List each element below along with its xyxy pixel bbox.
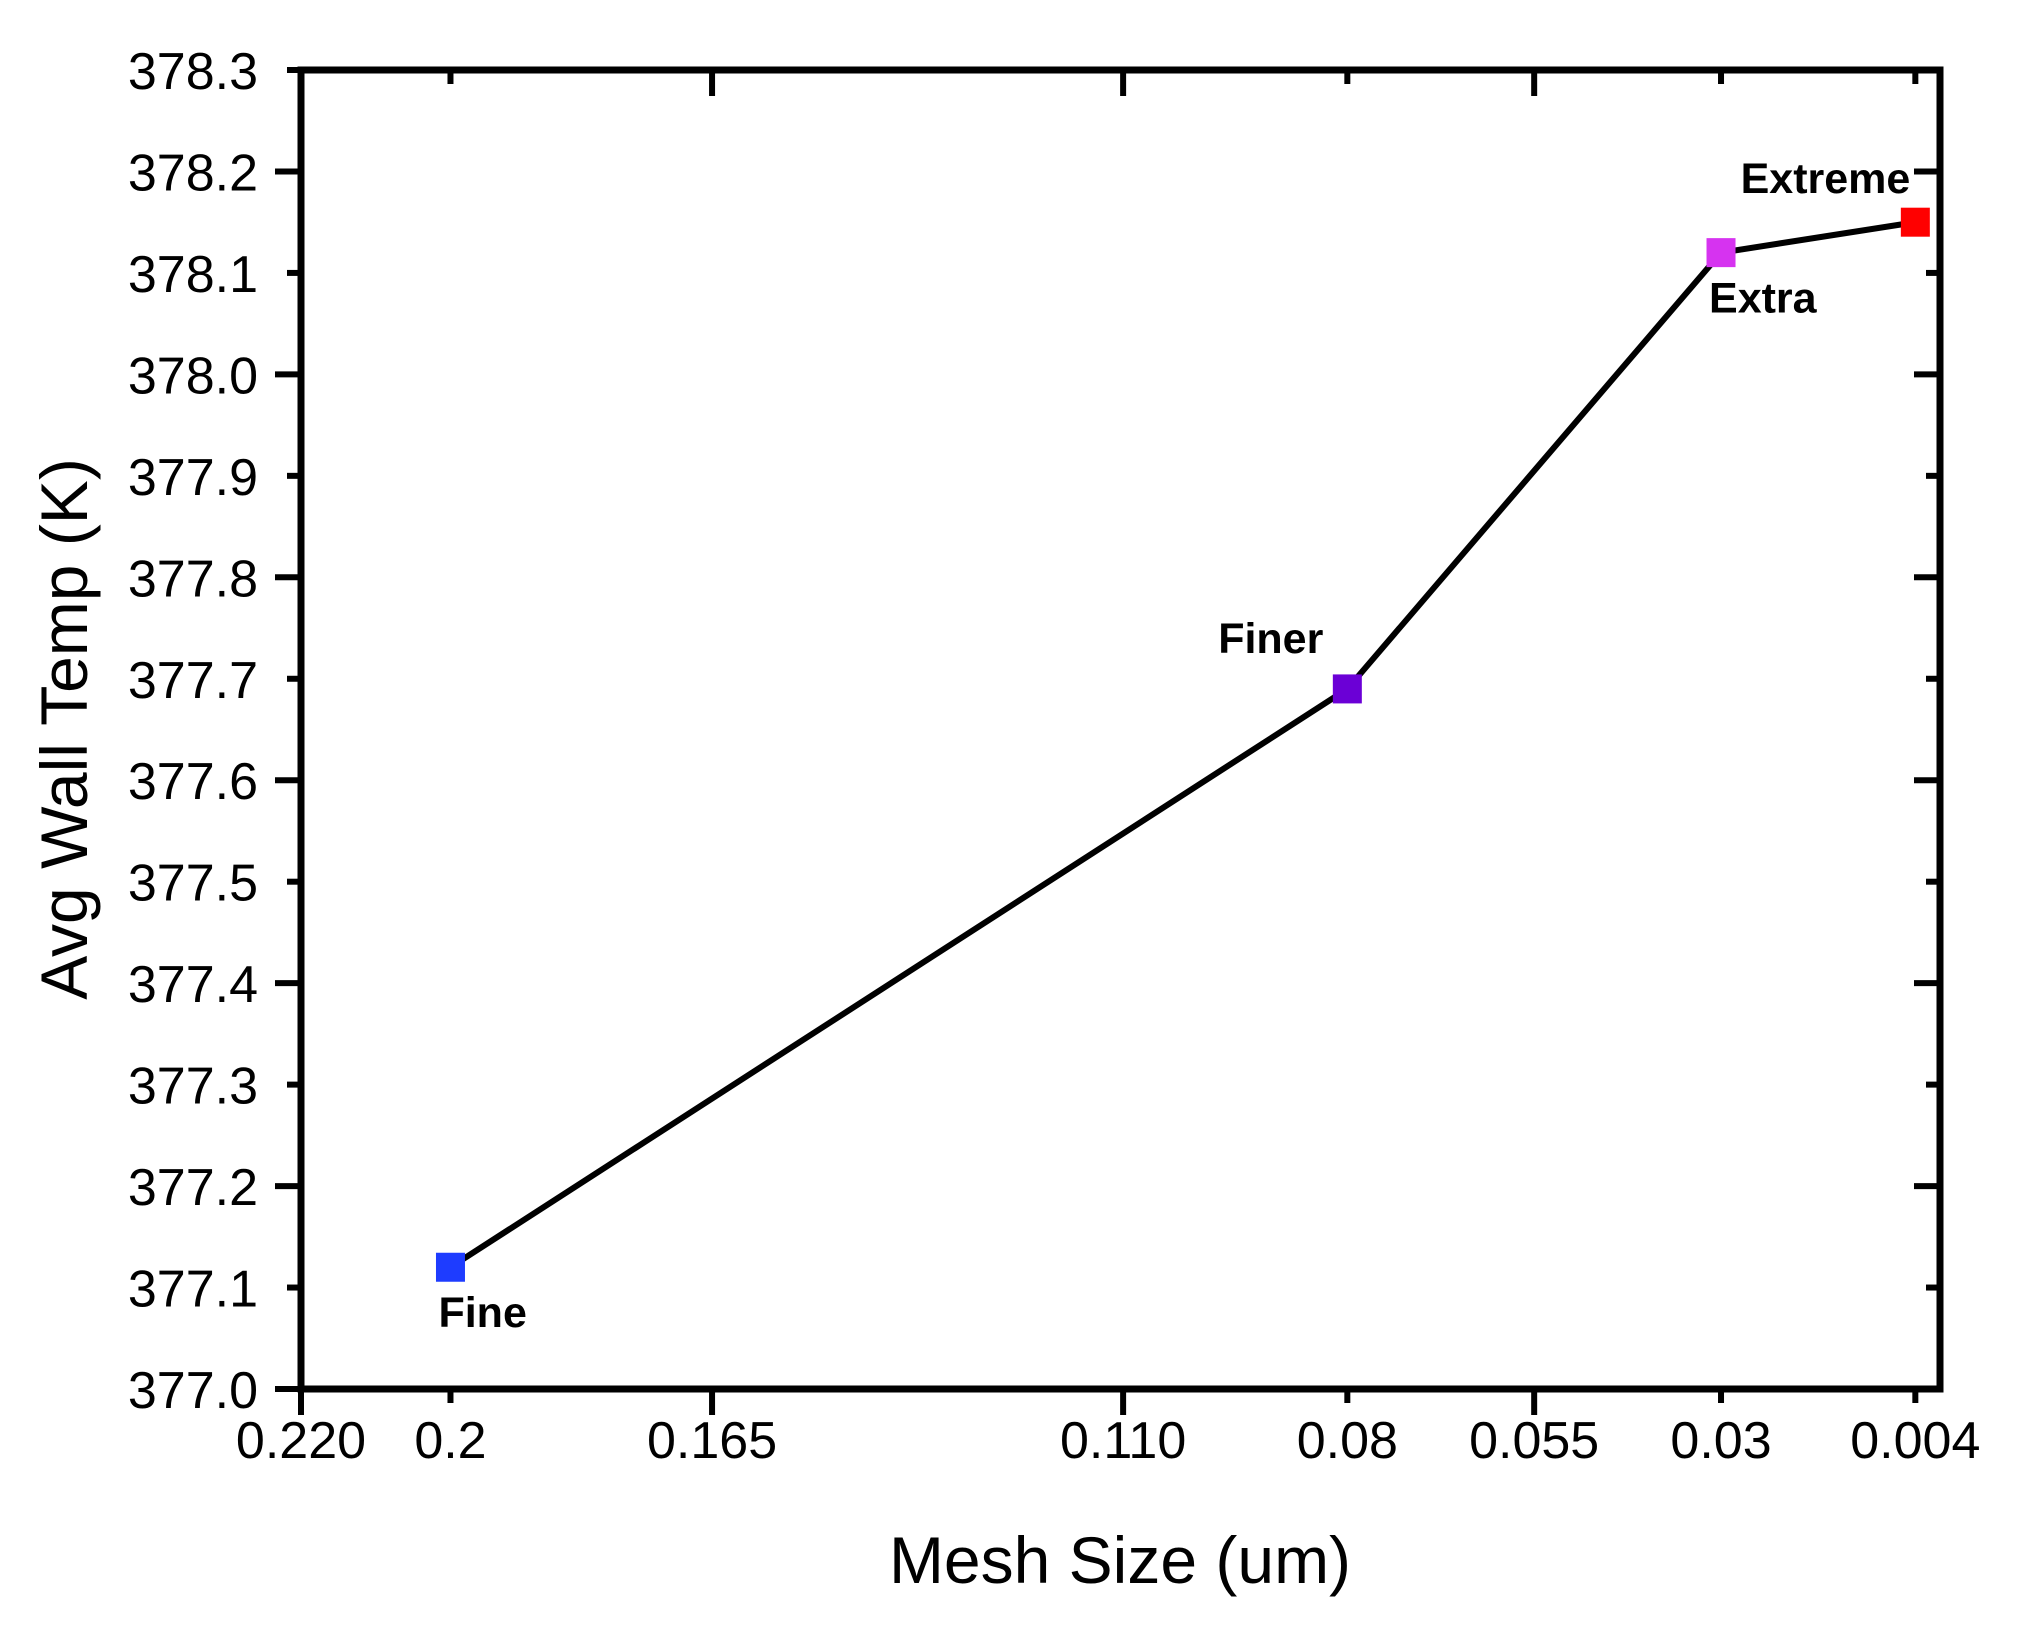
y-axis-title: Avg Wall Temp (K) — [27, 458, 101, 1000]
x-tick-label: 0.004 — [1850, 1412, 1980, 1470]
y-tick-label: 378.1 — [128, 246, 258, 304]
marker-fine — [435, 1252, 465, 1282]
x-tick-label: 0.110 — [1060, 1412, 1186, 1470]
x-tick-label: 0.08 — [1297, 1412, 1398, 1470]
y-tick-label: 377.4 — [128, 956, 258, 1014]
y-tick-label: 377.2 — [128, 1159, 258, 1217]
x-tick-label: 0.220 — [236, 1412, 366, 1470]
plot-border — [297, 66, 1944, 1393]
point-label-extreme: Extreme — [1741, 155, 1911, 203]
y-tick-label: 377.7 — [128, 652, 258, 710]
data-markers — [435, 207, 1930, 1282]
x-tick-label: 0.055 — [1469, 1412, 1599, 1470]
point-label-finer: Finer — [1218, 615, 1323, 663]
series-line — [448, 219, 1916, 1270]
y-axis-ticks: 377.0 377.1 377.2 377.3 377.4 377.5 377.6 377.7… — [128, 43, 1940, 1420]
x-tick-label: 0.03 — [1670, 1412, 1771, 1470]
x-tick-label: 0.165 — [647, 1412, 777, 1470]
marker-extra — [1706, 238, 1736, 268]
point-label-fine: Fine — [438, 1289, 526, 1337]
x-tick-label: 0.2 — [414, 1412, 486, 1470]
y-tick-label: 377.5 — [128, 855, 258, 913]
plot-frame — [297, 66, 1944, 1393]
y-tick-label: 378.2 — [128, 144, 258, 202]
data-line — [448, 219, 1916, 1270]
x-axis-ticks: 0.220 0.2 0.165 0.110 0.08 0.055 0.03 0.004 — [236, 70, 1980, 1470]
marker-extreme — [1900, 207, 1930, 237]
marker-finer — [1332, 674, 1362, 704]
y-tick-label: 377.9 — [128, 449, 258, 507]
y-tick-label: 378.3 — [128, 43, 258, 101]
point-label-extra: Extra — [1709, 275, 1818, 323]
y-tick-label: 377.0 — [128, 1362, 258, 1420]
y-tick-label: 377.6 — [128, 753, 258, 811]
y-tick-label: 377.8 — [128, 550, 258, 608]
x-axis-title: Mesh Size (um) — [889, 1523, 1351, 1597]
y-tick-label: 377.3 — [128, 1058, 258, 1116]
y-tick-label: 378.0 — [128, 347, 258, 405]
y-tick-label: 377.1 — [128, 1261, 258, 1319]
point-labels: Fine Finer Extra Extreme — [438, 155, 1910, 1337]
